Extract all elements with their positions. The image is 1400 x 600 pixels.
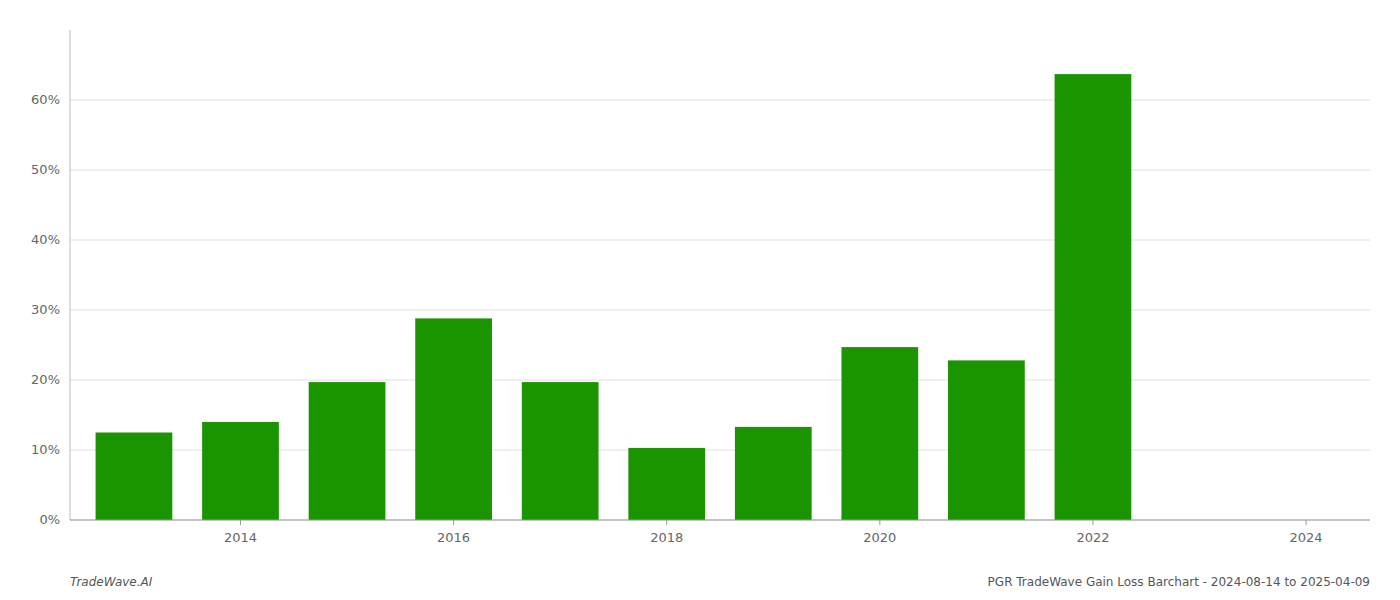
bar xyxy=(415,318,492,520)
bar xyxy=(628,448,705,520)
bar xyxy=(948,360,1025,520)
grid xyxy=(70,100,1370,520)
y-tick-label: 30% xyxy=(31,302,60,317)
x-tick-label: 2014 xyxy=(224,530,257,545)
x-tick xyxy=(1306,520,1307,525)
x-tick-label: 2016 xyxy=(437,530,470,545)
footer-right: PGR TradeWave Gain Loss Barchart - 2024-… xyxy=(988,575,1370,589)
grid-line xyxy=(70,520,1370,521)
grid-line xyxy=(70,170,1370,171)
y-tick-label: 10% xyxy=(31,442,60,457)
bar xyxy=(309,382,386,520)
chart-container: 0% 10% 20% 30% 40% 50% 60% 2014 2016 2018 2020 2022… xyxy=(0,0,1400,600)
y-tick-label: 20% xyxy=(31,372,60,387)
bar xyxy=(202,422,279,520)
x-tick xyxy=(879,520,880,525)
x-tick-label: 2020 xyxy=(863,530,896,545)
x-tick xyxy=(240,520,241,525)
bar xyxy=(522,382,599,520)
grid-line xyxy=(70,310,1370,311)
y-tick-label: 60% xyxy=(31,92,60,107)
bar xyxy=(1055,74,1132,520)
x-axis-line xyxy=(70,520,1370,521)
bar xyxy=(735,427,812,520)
x-tick xyxy=(453,520,454,525)
y-tick-label: 40% xyxy=(31,232,60,247)
x-tick xyxy=(1092,520,1093,525)
bar xyxy=(96,433,173,521)
x-tick-label: 2018 xyxy=(650,530,683,545)
y-tick-label: 50% xyxy=(31,162,60,177)
grid-line xyxy=(70,380,1370,381)
x-tick xyxy=(666,520,667,525)
x-tick-label: 2022 xyxy=(1076,530,1109,545)
chart: 0% 10% 20% 30% 40% 50% 60% 2014 2016 2018 2020 2022… xyxy=(0,0,1400,600)
grid-line xyxy=(70,240,1370,241)
footer-left: TradeWave.AI xyxy=(70,575,153,589)
bar xyxy=(841,347,918,520)
grid-line xyxy=(70,100,1370,101)
x-tick-label: 2024 xyxy=(1290,530,1323,545)
y-tick-label: 0% xyxy=(39,512,60,527)
y-axis-line xyxy=(70,30,71,520)
bars xyxy=(96,74,1132,520)
